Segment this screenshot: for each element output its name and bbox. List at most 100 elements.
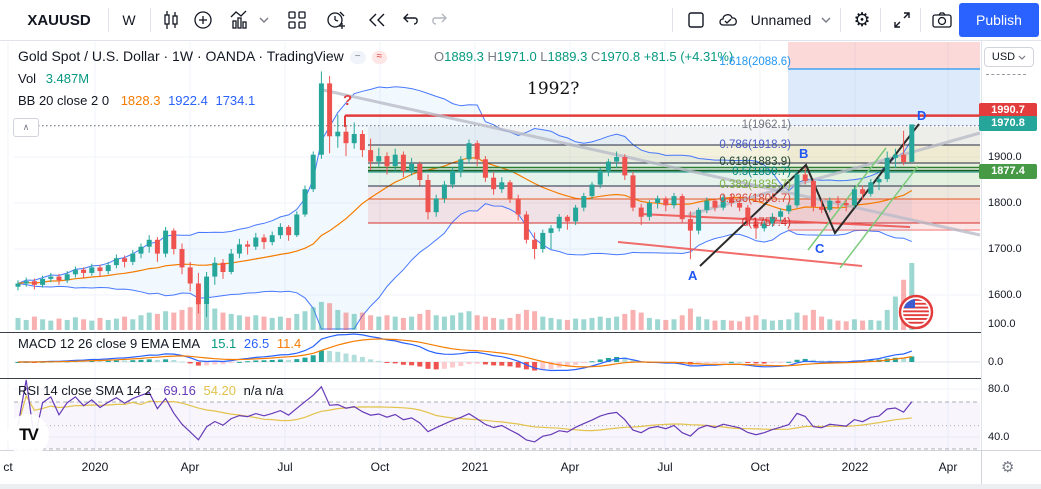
macd-panel-separator[interactable] xyxy=(0,332,981,333)
time-tick-label: Apr xyxy=(938,460,958,474)
fullscreen-icon[interactable] xyxy=(886,0,918,40)
elliott-wave-label-c[interactable]: C xyxy=(815,241,825,256)
chart-legend-title[interactable]: Gold Spot / U.S. Dollar · 1W · OANDA · T… xyxy=(18,48,388,64)
rsi-panel-separator[interactable] xyxy=(0,378,981,379)
fib-level-label: 0.786(1918.3) xyxy=(719,139,791,151)
macd-signal-value: 11.4 xyxy=(276,336,302,351)
price-tick-label: 40.0 xyxy=(988,431,1010,443)
volume-legend[interactable]: Vol 3.487M xyxy=(18,71,89,86)
legend-title-text: Gold Spot / U.S. Dollar · 1W · OANDA · T… xyxy=(18,48,344,64)
time-tick-label: Oct xyxy=(370,460,390,474)
price-tick-label: 100.0 xyxy=(988,318,1016,330)
price-target-note[interactable]: 1992? xyxy=(527,79,580,99)
settings-gear-icon[interactable]: ⚙ xyxy=(853,9,871,31)
macd-signal-line xyxy=(18,338,912,368)
rsi-na-values: n/a n/a xyxy=(243,383,284,398)
open-key: O xyxy=(434,49,445,64)
macd-line xyxy=(17,333,913,372)
bb-legend[interactable]: BB 20 close 2 0 1828.3 1922.4 1734.1 xyxy=(18,93,255,108)
price-badge: 1990.7 xyxy=(979,103,1037,118)
low-value: 1889.3 xyxy=(547,49,588,64)
us-flag-icon xyxy=(898,294,934,330)
question-mark-note[interactable]: ? xyxy=(343,92,353,109)
macd-legend[interactable]: MACD 12 26 close 9 EMA EMA 15.1 26.5 11.… xyxy=(18,336,301,351)
rsi-label: RSI 14 close SMA 14 2 xyxy=(18,383,152,398)
layout-grid-icon[interactable] xyxy=(282,0,312,40)
time-tick-label: Jul xyxy=(657,460,673,474)
bb-fill xyxy=(18,86,912,329)
price-tick-label: 1700.0 xyxy=(988,243,1022,255)
indicators-chevron-icon[interactable] xyxy=(256,0,272,40)
price-badge: 1970.8 xyxy=(979,116,1037,131)
volume-value: 3.487M xyxy=(45,71,90,86)
elliott-wave-label-d[interactable]: D xyxy=(917,108,927,123)
price-tick-label: 1600.0 xyxy=(988,289,1022,301)
price-badge: 1877.4 xyxy=(979,164,1037,179)
candlestick-style-icon[interactable] xyxy=(156,0,186,40)
axis-corner-separator xyxy=(981,450,982,484)
price-tick-label: 0.0 xyxy=(988,356,1004,368)
bar-replay-icon[interactable] xyxy=(362,0,392,40)
macd-label: MACD 12 26 close 9 EMA EMA xyxy=(18,336,200,351)
fib-level-label: 0.5(1859.7) xyxy=(732,166,791,178)
time-axis[interactable] xyxy=(0,450,1041,484)
time-tick-label: 2022 xyxy=(841,460,869,474)
window-bottom-strip xyxy=(0,484,1041,489)
elliott-wave-label-b[interactable]: B xyxy=(799,146,809,161)
indicators-icon[interactable] xyxy=(226,0,256,40)
price-tick-label: 1800.0 xyxy=(988,197,1022,209)
rsi-line xyxy=(17,379,913,443)
layout-name-button[interactable]: Unnamed xyxy=(750,12,812,28)
bb-lower xyxy=(17,203,912,330)
toolbar-separator xyxy=(672,8,673,32)
tradingview-logo[interactable]: TV xyxy=(7,414,49,456)
publish-button[interactable]: Publish xyxy=(959,3,1039,37)
compare-add-icon[interactable] xyxy=(188,0,218,40)
hide-indicator-pill[interactable]: − xyxy=(349,51,366,64)
time-tick-label: 2021 xyxy=(461,460,489,474)
time-tick-label: 2020 xyxy=(81,460,109,474)
currency-label: USD xyxy=(991,51,1016,63)
ohlc-readout: O1889.3 H1971.0 L1889.3 C1970.8 +81.5 (+… xyxy=(434,49,733,64)
cloud-save-icon[interactable] xyxy=(714,0,744,40)
collapse-panel-button[interactable]: ∧ xyxy=(13,118,39,137)
interval-button[interactable]: W xyxy=(122,12,136,28)
high-value: 1971.0 xyxy=(496,49,537,64)
elliott-wave-label-a[interactable]: A xyxy=(688,268,698,283)
toolbar-separator xyxy=(108,8,109,32)
candles-layer xyxy=(15,71,915,318)
rsi-legend[interactable]: RSI 14 close SMA 14 2 69.16 54.20 n/a n/… xyxy=(18,383,283,398)
macd-line-value: 26.5 xyxy=(243,336,270,351)
toolbar-separator xyxy=(150,8,151,32)
toolbar-separator xyxy=(840,8,841,32)
rsi-value: 69.16 xyxy=(163,383,196,398)
bb-basis xyxy=(17,157,913,285)
toolbar-separator xyxy=(920,8,921,32)
price-scale-dash xyxy=(986,74,1026,75)
price-tick-label: 1900.0 xyxy=(988,151,1022,163)
undo-icon[interactable] xyxy=(398,0,424,40)
close-key: C xyxy=(590,49,601,64)
delayed-data-pill[interactable]: ≈ xyxy=(371,51,388,64)
layout-chevron-icon[interactable] xyxy=(818,0,834,40)
time-tick-label: Jul xyxy=(277,460,293,474)
fib-level-label: 0.618(1883.9) xyxy=(719,156,791,168)
high-key: H xyxy=(487,49,497,64)
axis-settings-gear-icon[interactable]: ⚙ xyxy=(1001,459,1015,476)
fib-level-label: 0(1757.4) xyxy=(741,217,791,229)
redo-icon[interactable] xyxy=(426,0,452,40)
volume-label: Vol xyxy=(18,71,37,86)
low-key: L xyxy=(540,49,548,64)
fib-level-label: 0.382(1835.7) xyxy=(719,179,791,191)
price-tick-label: 80.0 xyxy=(988,383,1010,395)
fib-level-label: 1(1962.1) xyxy=(741,119,791,131)
alert-icon[interactable] xyxy=(320,0,352,40)
symbol-button[interactable]: XAUUSD xyxy=(27,11,91,29)
fib-level-label: 1.618(2088.6) xyxy=(719,56,791,68)
snapshot-camera-icon[interactable] xyxy=(926,0,958,40)
layout-tab-icon[interactable] xyxy=(680,0,712,40)
currency-selector[interactable]: USD xyxy=(984,47,1034,67)
drawings-layer xyxy=(14,68,981,269)
